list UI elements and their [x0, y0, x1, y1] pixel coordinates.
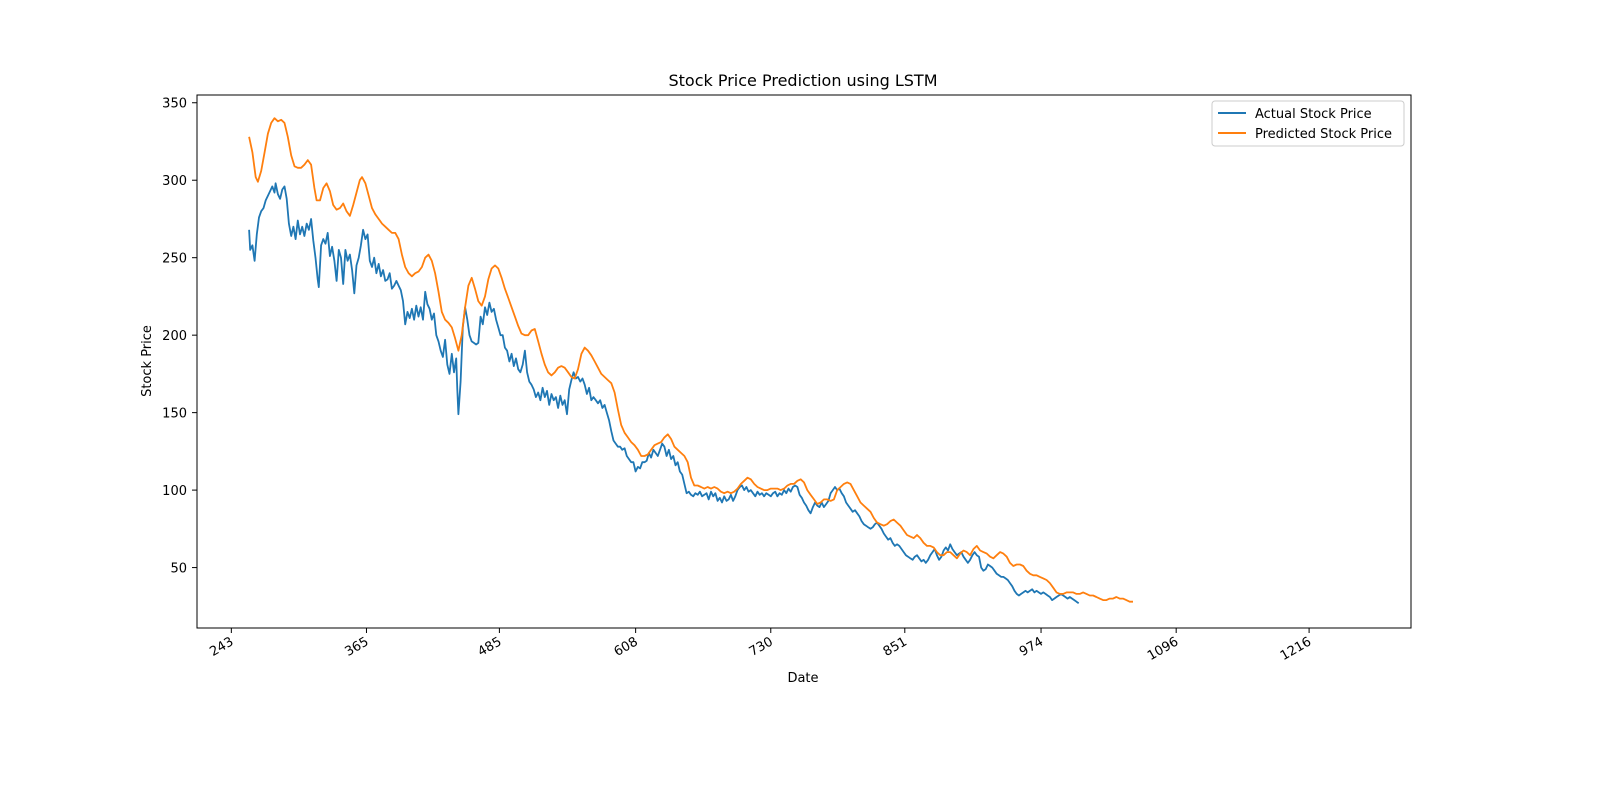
series-layer: [248, 117, 1133, 604]
series-line-actual: [248, 182, 1080, 604]
y-tick-label: 350: [162, 97, 187, 112]
x-axis-label: Date: [787, 671, 818, 686]
legend-label-actual: Actual Stock Price: [1255, 107, 1372, 122]
y-axis: 50 100 150 200 250 300 350: [162, 97, 197, 577]
y-tick-label: 250: [162, 252, 187, 267]
series-line-predicted: [248, 117, 1133, 603]
plot-area-frame: [196, 94, 1412, 629]
legend: Actual Stock Price Predicted Stock Price: [1211, 100, 1405, 147]
y-axis-label: Stock Price: [140, 325, 155, 397]
y-tick-label: 150: [162, 407, 187, 422]
chart-title: Stock Price Prediction using LSTM: [668, 71, 937, 90]
legend-label-predicted: Predicted Stock Price: [1255, 127, 1392, 142]
y-tick-label: 50: [170, 562, 187, 577]
y-tick-label: 100: [162, 484, 187, 499]
y-tick-label: 200: [162, 329, 187, 344]
legend-box: [1211, 100, 1405, 147]
y-tick-label: 300: [162, 174, 187, 189]
